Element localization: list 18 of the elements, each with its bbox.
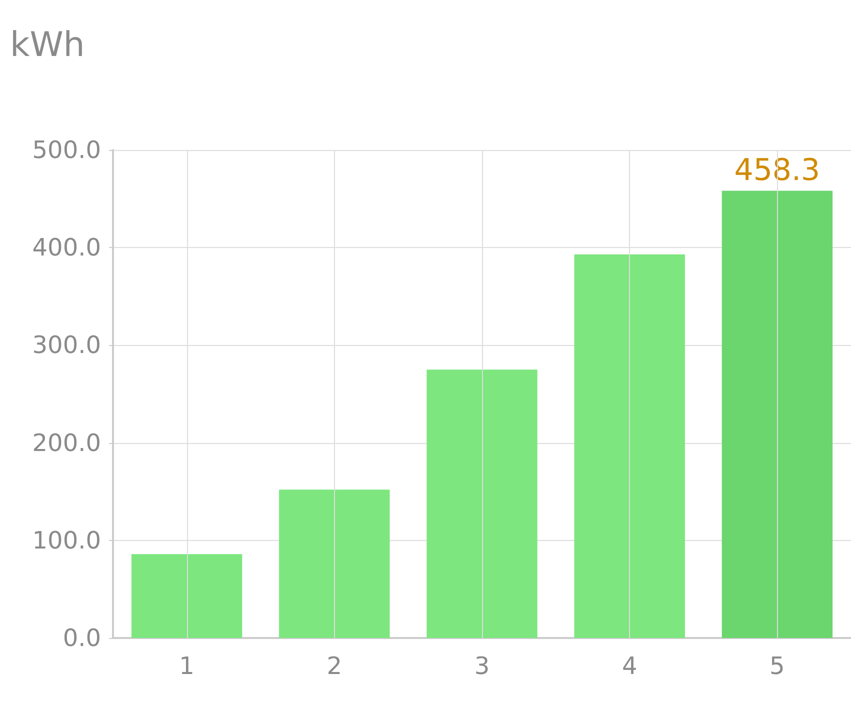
y-tick-label: 300.0 [32, 331, 101, 360]
data-label: 458.3 [734, 153, 820, 188]
bar [426, 370, 538, 638]
bar [574, 254, 685, 638]
y-tick-label: 500.0 [32, 136, 101, 164]
y-tick-label: 0.0 [62, 624, 101, 652]
y-axis-title: kWh [10, 25, 85, 65]
y-tick-label: 200.0 [32, 428, 101, 457]
x-tick-label: 2 [326, 652, 342, 680]
bar [722, 190, 833, 638]
bar [131, 554, 242, 638]
y-tick-label: 100.0 [32, 526, 101, 554]
bar [279, 490, 390, 638]
x-tick-label: 3 [474, 652, 490, 680]
y-tick-label: 400.0 [32, 234, 101, 262]
x-tick-label: 1 [179, 652, 194, 680]
x-tick-label: 5 [770, 652, 785, 680]
x-tick-label: 4 [622, 652, 638, 680]
